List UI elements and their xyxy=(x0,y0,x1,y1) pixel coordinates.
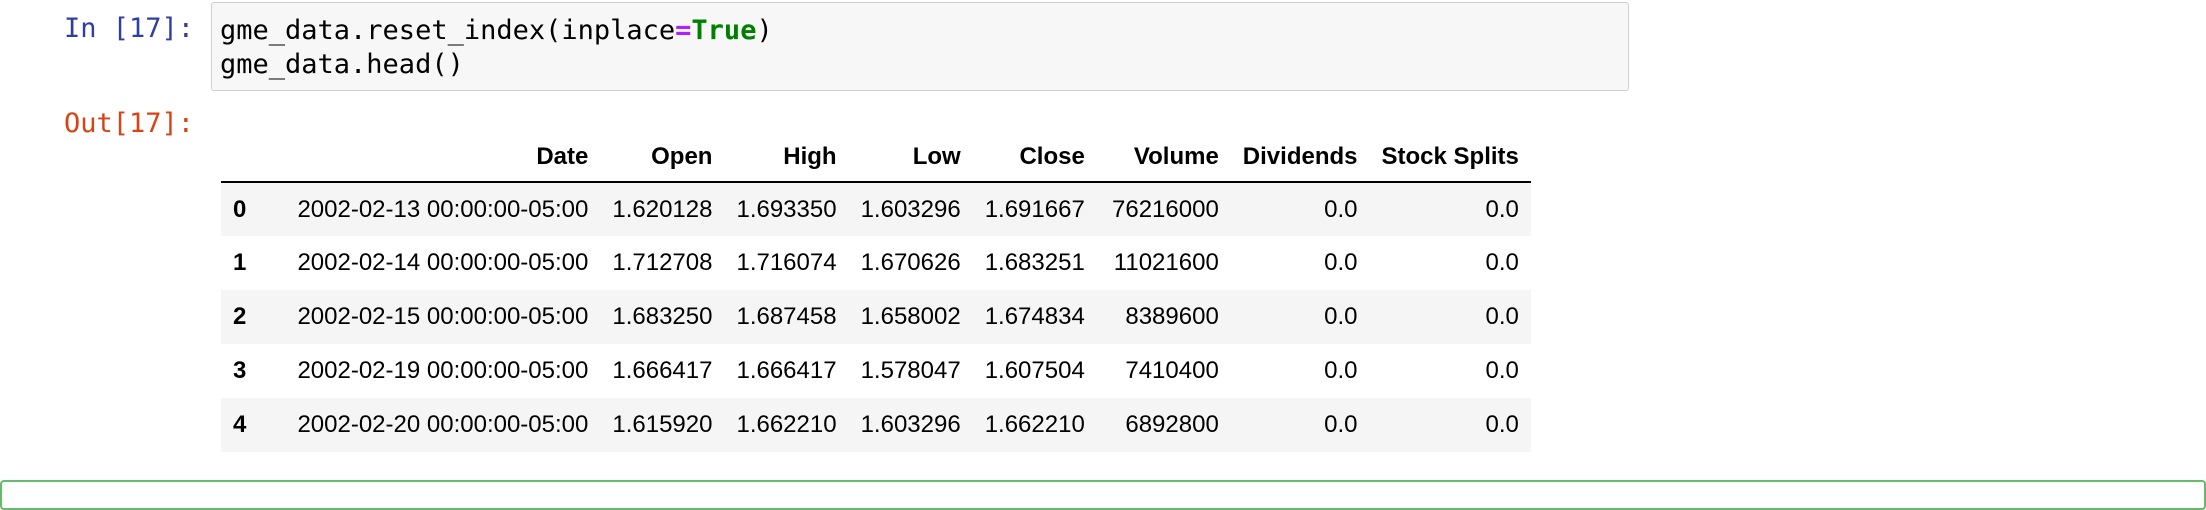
cell-low: 1.603296 xyxy=(860,195,961,223)
code-line-2: gme_data.head() xyxy=(220,49,464,80)
column-header-open: Open xyxy=(600,132,725,183)
table-row: 1 2002-02-14 00:00:00-05:00 1.712708 1.7… xyxy=(221,236,1531,290)
column-header-low: Low xyxy=(848,132,973,183)
cell-open: 1.712708 xyxy=(612,249,713,276)
table-row: 0 2002-02-13 00:00:00-05:00 1.620128 1.6… xyxy=(221,182,1531,236)
column-header-close: Close xyxy=(972,132,1097,183)
cell-low: 1.578047 xyxy=(860,357,961,384)
cell-stock-splits: 0.0 xyxy=(1485,411,1519,438)
table-row: 4 2002-02-20 00:00:00-05:00 1.615920 1.6… xyxy=(221,398,1531,452)
code-keyword: True xyxy=(691,15,757,46)
cell-low: 1.603296 xyxy=(860,411,961,438)
output-prompt: Out[17]: xyxy=(64,108,195,139)
cell-stock-splits: 0.0 xyxy=(1485,303,1519,330)
cell-close: 1.607504 xyxy=(984,357,1085,384)
column-header-date: Date xyxy=(258,132,601,183)
cell-date: 2002-02-13 00:00:00-05:00 xyxy=(297,195,589,223)
code-operator: = xyxy=(675,15,692,46)
row-index: 2 xyxy=(233,303,247,330)
cell-date: 2002-02-14 00:00:00-05:00 xyxy=(297,249,589,276)
cell-close: 1.674834 xyxy=(984,303,1085,330)
table-header-row: Date Open High Low Close Volume Dividend… xyxy=(221,132,1531,183)
column-header-index xyxy=(221,132,259,183)
row-index: 3 xyxy=(233,357,247,384)
cell-open: 1.683250 xyxy=(612,303,713,330)
cell-close: 1.691667 xyxy=(984,195,1085,223)
table-row: 2 2002-02-15 00:00:00-05:00 1.683250 1.6… xyxy=(221,290,1531,344)
cell-volume: 7410400 xyxy=(1125,357,1219,384)
column-header-high: High xyxy=(724,132,849,183)
cell-volume: 8389600 xyxy=(1125,303,1219,330)
cell-close: 1.683251 xyxy=(984,249,1085,276)
code-text: gme_data.reset_index(inplace xyxy=(220,15,676,46)
row-index: 1 xyxy=(233,249,247,276)
cell-high: 1.693350 xyxy=(736,195,837,223)
cell-stock-splits: 0.0 xyxy=(1485,357,1519,384)
cell-dividends: 0.0 xyxy=(1324,303,1358,330)
dataframe-table: Date Open High Low Close Volume Dividend… xyxy=(221,132,1531,452)
cell-open: 1.615920 xyxy=(612,411,713,438)
cell-date: 2002-02-15 00:00:00-05:00 xyxy=(297,303,589,330)
cell-high: 1.662210 xyxy=(736,411,837,438)
cell-close: 1.662210 xyxy=(984,411,1085,438)
code-editor[interactable]: gme_data.reset_index(inplace=True) gme_d… xyxy=(211,2,1629,91)
code-line-1: gme_data.reset_index(inplace=True) xyxy=(220,14,773,48)
input-prompt: In [17]: xyxy=(64,13,195,44)
cell-dividends: 0.0 xyxy=(1324,411,1358,438)
cell-date: 2002-02-20 00:00:00-05:00 xyxy=(297,411,589,438)
cell-volume: 11021600 xyxy=(1113,249,1219,276)
cell-open: 1.666417 xyxy=(612,357,713,384)
code-text: ) xyxy=(756,15,773,46)
cell-volume: 6892800 xyxy=(1125,411,1219,438)
table-row: 3 2002-02-19 00:00:00-05:00 1.666417 1.6… xyxy=(221,344,1531,398)
row-index: 0 xyxy=(233,195,247,223)
cell-high: 1.666417 xyxy=(736,357,837,384)
row-index: 4 xyxy=(233,411,247,438)
cell-date: 2002-02-19 00:00:00-05:00 xyxy=(297,357,589,384)
cell-volume: 76216000 xyxy=(1112,195,1219,223)
cell-low: 1.658002 xyxy=(860,303,961,330)
next-cell-selected[interactable] xyxy=(0,480,2206,510)
column-header-stock-splits: Stock Splits xyxy=(1369,132,1531,183)
cell-low: 1.670626 xyxy=(860,249,961,276)
cell-high: 1.716074 xyxy=(736,249,837,276)
column-header-dividends: Dividends xyxy=(1230,132,1370,183)
cell-dividends: 0.0 xyxy=(1324,357,1358,384)
cell-stock-splits: 0.0 xyxy=(1485,195,1519,223)
cell-dividends: 0.0 xyxy=(1324,195,1358,223)
cell-high: 1.687458 xyxy=(736,303,837,330)
column-header-volume: Volume xyxy=(1096,132,1231,183)
cell-stock-splits: 0.0 xyxy=(1485,249,1519,276)
cell-dividends: 0.0 xyxy=(1324,249,1358,276)
cell-open: 1.620128 xyxy=(612,195,713,223)
